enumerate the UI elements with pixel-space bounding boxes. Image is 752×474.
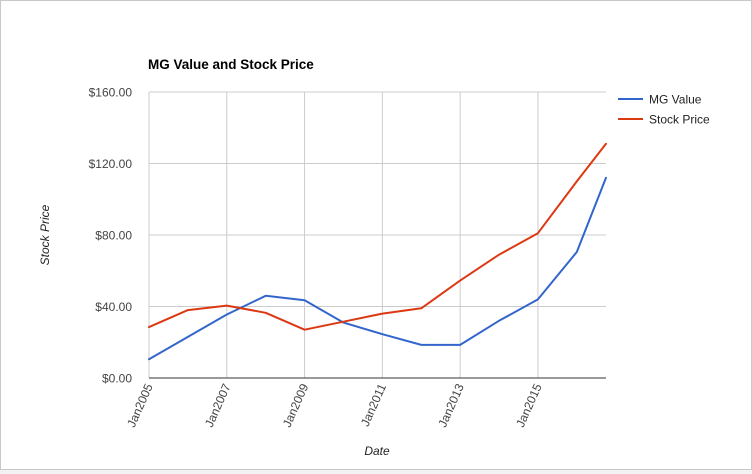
legend-label-0: MG Value (649, 93, 702, 107)
x-tick-label-3: Jan2011 (358, 381, 389, 428)
y-tick-label-2: $80.00 (95, 229, 132, 243)
x-tick-label-2: Jan2009 (280, 381, 312, 429)
y-axis-ticks: $0.00 $40.00 $80.00 $120.00 $160.00 (89, 86, 133, 386)
gridlines (148, 91, 606, 379)
chart-title: MG Value and Stock Price (148, 57, 314, 72)
x-axis-label: Date (364, 444, 390, 458)
legend: MG Value Stock Price (618, 93, 710, 127)
y-tick-label-0: $0.00 (102, 372, 132, 386)
x-tick-label-4: Jan2013 (435, 381, 467, 429)
y-tick-label-1: $40.00 (95, 300, 132, 314)
legend-label-1: Stock Price (649, 113, 710, 127)
series-line-mg-value (148, 176, 607, 361)
y-tick-label-4: $160.00 (89, 86, 133, 100)
series-line-stock-price (148, 142, 607, 331)
x-tick-label-0: Jan2005 (124, 381, 156, 429)
series-lines (148, 142, 607, 361)
y-axis-label: Stock Price (38, 204, 52, 265)
x-tick-label-5: Jan2015 (513, 381, 545, 429)
x-tick-label-1: Jan2007 (202, 381, 234, 429)
x-axis-ticks: Jan2005 Jan2007 Jan2009 Jan2011 Jan2013 Jan20… (124, 381, 545, 429)
y-tick-label-3: $120.00 (89, 157, 133, 171)
